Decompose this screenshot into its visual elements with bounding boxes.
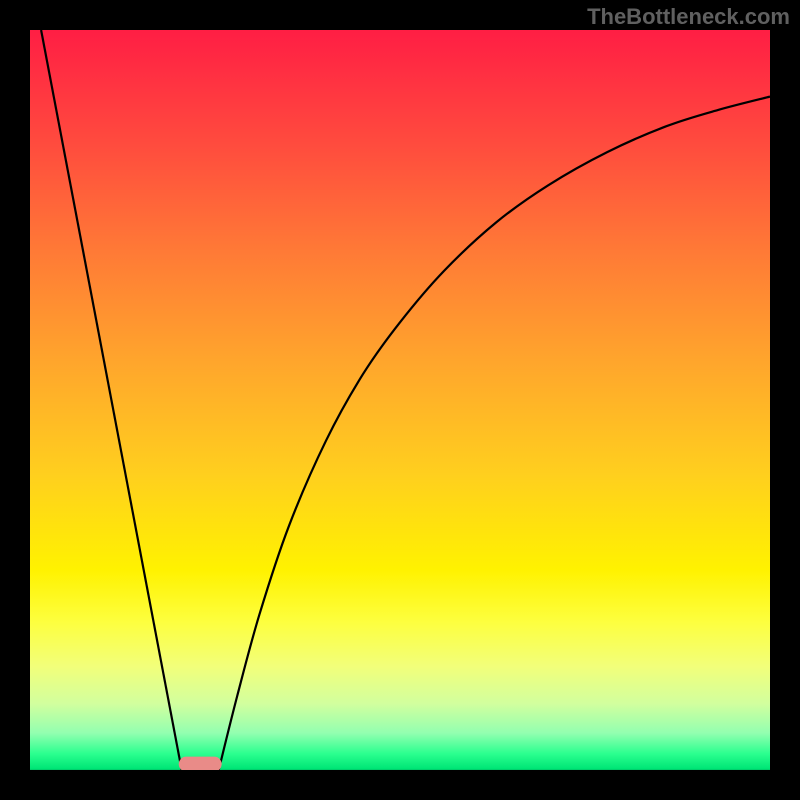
chart-svg [30, 30, 770, 770]
plot-area [30, 30, 770, 770]
minimum-marker [179, 757, 222, 770]
chart-container: TheBottleneck.com [0, 0, 800, 800]
gradient-background [30, 30, 770, 770]
watermark-text: TheBottleneck.com [587, 4, 790, 30]
